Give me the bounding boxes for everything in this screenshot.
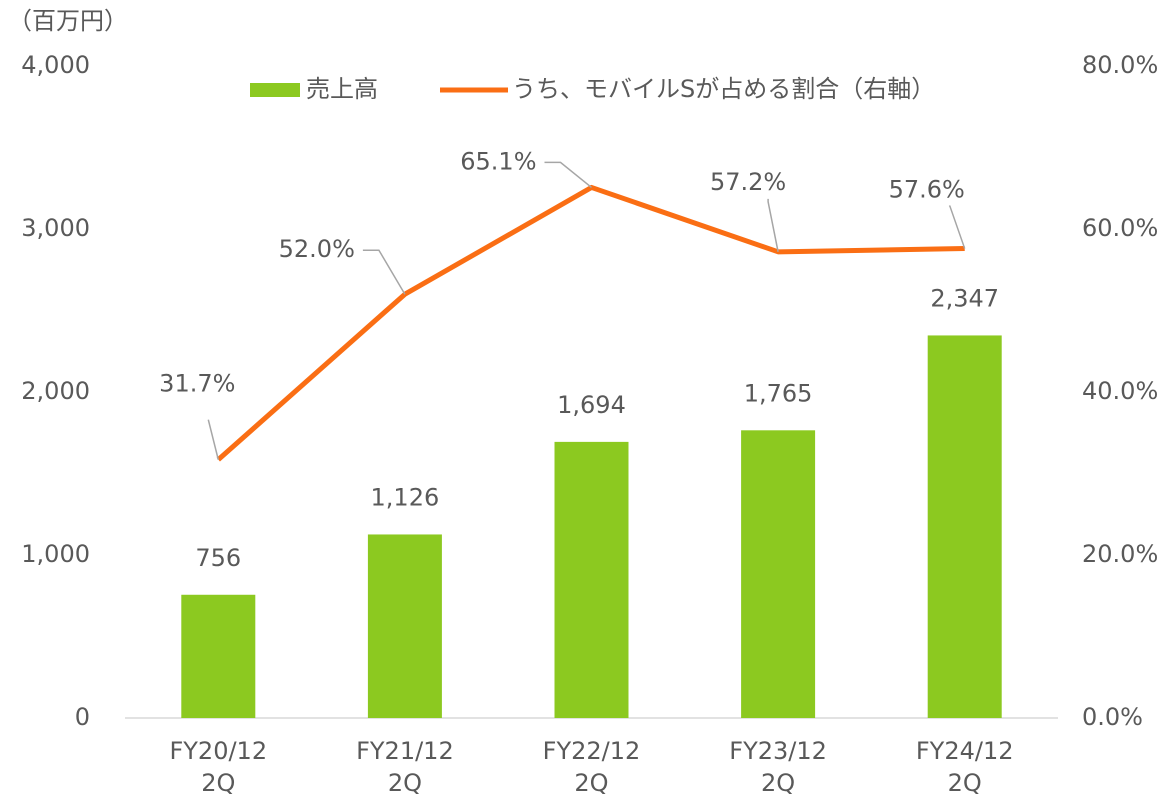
bar [741, 430, 816, 718]
bar [927, 335, 1002, 718]
line-value-label: 52.0% [279, 235, 355, 263]
bar-value-label: 1,765 [744, 379, 813, 407]
unit-label: （百万円） [8, 7, 128, 35]
legend-label: 売上高 [306, 75, 378, 103]
leader-line [948, 205, 966, 249]
legend-label: うち、モバイルSが占める割合（右軸） [512, 75, 935, 103]
bar-value-label: 2,347 [930, 284, 999, 312]
line-value-label: 57.2% [710, 168, 786, 196]
x-tick-label: FY21/12 2Q [356, 737, 454, 797]
x-tick-label: FY23/12 2Q [729, 737, 827, 797]
leader-line [362, 249, 406, 295]
bar-value-label: 756 [195, 544, 241, 572]
line-value-label: 65.1% [460, 147, 536, 175]
leader-line [207, 419, 220, 460]
x-tick-label: FY24/12 2Q [916, 737, 1014, 797]
y-tick-label: 3,000 [21, 214, 90, 242]
line-value-label: 57.6% [889, 176, 965, 204]
bar-value-label: 1,694 [557, 391, 626, 419]
y-tick-label: 0 [75, 703, 90, 731]
y2-tick-label: 0.0% [1082, 703, 1143, 731]
y2-tick-label: 60.0% [1082, 214, 1158, 242]
bar [181, 594, 256, 718]
y-tick-label: 4,000 [21, 51, 90, 79]
bar [367, 534, 442, 718]
y-tick-label: 2,000 [21, 377, 90, 405]
leader-line [767, 198, 779, 252]
bar [554, 441, 629, 718]
leader-line [544, 161, 592, 189]
y2-tick-label: 80.0% [1082, 51, 1158, 79]
y2-tick-label: 40.0% [1082, 377, 1158, 405]
bar-value-label: 1,126 [371, 483, 440, 511]
x-tick-label: FY22/12 2Q [543, 737, 641, 797]
y-tick-label: 1,000 [21, 540, 90, 568]
x-tick-label: FY20/12 2Q [169, 737, 267, 797]
legend-swatch [250, 83, 300, 97]
y2-tick-label: 20.0% [1082, 540, 1158, 568]
line-value-label: 31.7% [159, 370, 235, 398]
